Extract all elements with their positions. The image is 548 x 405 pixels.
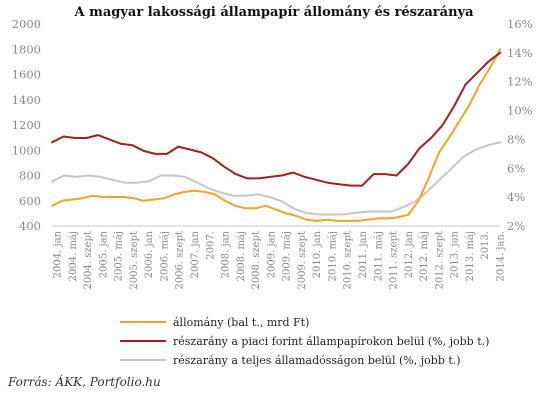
x-tick-label: 2010. szept [343, 231, 354, 290]
x-tick-label: 2011. máj [373, 231, 384, 281]
right-tick-label: 6% [507, 161, 525, 175]
left-tick-label: 800 [19, 169, 41, 183]
x-tick-label: 2006. jan [144, 230, 155, 278]
left-tick-label: 1600 [12, 68, 41, 82]
right-tick-label: 16% [507, 17, 533, 31]
x-tick-label: 2011. jan [358, 230, 369, 278]
x-tick-label: 2008. szept [251, 231, 262, 290]
legend-label-1: részarány a piaci forint állampapírokon … [173, 335, 489, 348]
source-note: Forrás: ÁKK, Portfolio.hu [7, 374, 161, 389]
x-tick-label: 2007. jan [190, 230, 201, 278]
x-tick-label: 2005. szept [129, 231, 140, 290]
x-tick-label: 2014. jan. [496, 231, 507, 282]
chart-title: A magyar lakossági állampapír állomány é… [73, 5, 474, 20]
series-line-2 [51, 141, 501, 216]
x-tick-label: 2004. szept [83, 231, 94, 290]
x-tick-label: 2004. jan [53, 230, 64, 278]
x-tick-label: 2008. jan [221, 230, 232, 278]
x-tick-label: 2006. szept [175, 231, 186, 290]
x-tick-label: 2009. máj [282, 231, 293, 281]
right-axis-ticks: 2% 4% 6% 8% 10% 12% 14% 16% [507, 17, 533, 233]
x-tick-label: 2009. jan [266, 230, 277, 278]
x-tick-label: 2009. szept [297, 231, 308, 290]
x-tick-label: 2013. jan [450, 230, 461, 278]
right-tick-label: 8% [507, 132, 525, 146]
x-tick-label: 2007. [205, 231, 216, 260]
x-tick-label: 2011. szept [389, 231, 400, 290]
left-tick-label: 2000 [12, 17, 41, 31]
x-tick-label: 2012. jan [404, 230, 415, 278]
x-axis-ticks: 2004. jan 2004. máj 2004. szept 2005. jan 20… [53, 230, 507, 289]
legend: állomány (bal t., mrd Ft) részarány a pia… [120, 316, 489, 367]
legend-label-0: állomány (bal t., mrd Ft) [173, 316, 309, 329]
series-line-0 [51, 48, 501, 222]
x-tick-label: 2005. jan [98, 230, 109, 278]
x-tick-label: 2004. máj [68, 231, 79, 281]
left-tick-label: 400 [19, 219, 41, 233]
x-tick-label: 2012. szept [434, 231, 445, 290]
left-axis-ticks: 400 600 800 1000 1200 1400 1600 1800 2000 [12, 17, 41, 233]
x-tick-label: 2008. máj [236, 231, 247, 281]
x-tick-label: 2005. máj [114, 231, 125, 281]
left-tick-label: 1200 [12, 118, 41, 132]
x-tick-label: 2013. máj [465, 231, 476, 281]
right-tick-label: 4% [507, 190, 525, 204]
series-line-1 [51, 51, 501, 187]
left-tick-label: 1800 [12, 42, 41, 56]
x-tick-label: 2006. máj [159, 231, 170, 281]
right-tick-label: 10% [507, 104, 533, 118]
x-tick-label: 2013. [480, 231, 491, 260]
right-tick-label: 14% [507, 46, 533, 60]
left-tick-label: 1000 [12, 143, 41, 157]
x-tick-label: 2010. jan [312, 230, 323, 278]
left-tick-label: 1400 [12, 93, 41, 107]
legend-label-2: részarány a teljes államadósságon belül … [173, 354, 461, 367]
x-tick-label: 2012. máj [419, 231, 430, 281]
x-tick-label: 2010. máj [327, 231, 338, 281]
left-tick-label: 600 [19, 194, 41, 208]
right-tick-label: 12% [507, 75, 533, 89]
right-tick-label: 2% [507, 219, 525, 233]
series-lines [51, 48, 501, 222]
